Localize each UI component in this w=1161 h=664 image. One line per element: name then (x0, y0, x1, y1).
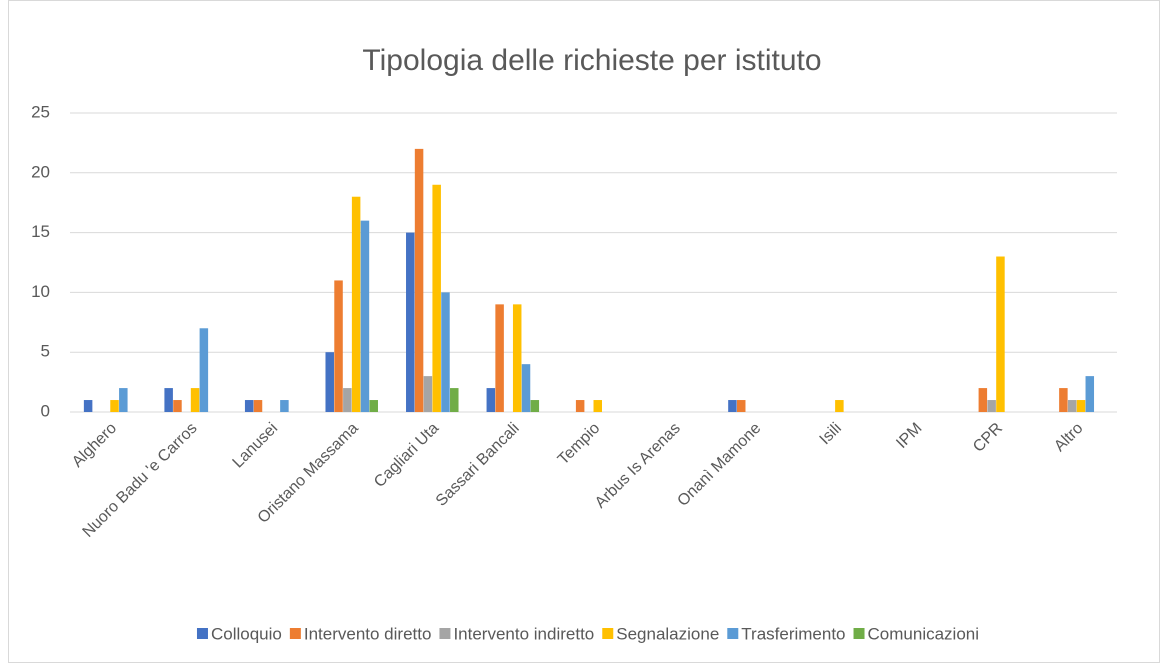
legend-swatch (727, 628, 739, 639)
bar (334, 280, 343, 412)
bar (996, 256, 1005, 412)
bar (325, 352, 334, 412)
bar (575, 400, 585, 412)
bar (280, 400, 289, 412)
chart-frame (8, 0, 1160, 663)
bar (736, 400, 746, 412)
legend-label: Comunicazioni (868, 624, 980, 643)
bar (164, 388, 173, 412)
bar (406, 232, 415, 412)
bar (1085, 376, 1095, 412)
bar (199, 328, 209, 412)
bar (360, 220, 370, 412)
bar (1059, 388, 1068, 412)
bar (978, 388, 988, 412)
bar (83, 400, 93, 412)
bar (190, 388, 200, 412)
y-tick-label: 0 (41, 401, 50, 420)
bar (728, 400, 737, 412)
legend-swatch (289, 628, 301, 639)
bar (119, 388, 128, 412)
y-tick-label: 25 (31, 102, 50, 121)
legend-label: Intervento diretto (304, 624, 432, 643)
legend-label: Segnalazione (616, 624, 719, 643)
y-tick-label: 10 (31, 282, 50, 301)
legend-label: Trasferimento (741, 624, 845, 643)
legend-label: Colloquio (211, 624, 282, 643)
bar (173, 400, 182, 412)
bar (835, 400, 844, 412)
bar (244, 400, 254, 412)
legend-label: Intervento indiretto (453, 624, 594, 643)
y-tick-label: 5 (41, 342, 50, 361)
bar (530, 400, 540, 412)
y-tick-label: 15 (31, 222, 50, 241)
legend-swatch (196, 628, 208, 639)
bar (593, 400, 602, 412)
bar (495, 304, 504, 412)
bar (423, 376, 433, 412)
bar (450, 388, 459, 412)
y-tick-label: 20 (31, 162, 50, 181)
legend-swatch (439, 628, 451, 639)
bar (110, 400, 119, 412)
bar (351, 196, 361, 412)
bar (486, 388, 496, 412)
legend-swatch (853, 628, 865, 639)
bar (512, 304, 522, 412)
bar (414, 148, 424, 412)
bar (369, 400, 378, 412)
bar (1076, 400, 1086, 412)
chart-title: Tipologia delle richieste per istituto (362, 44, 821, 77)
bar (343, 388, 352, 412)
bar (253, 400, 263, 412)
bar (441, 292, 450, 412)
bar (987, 400, 996, 412)
bar (521, 364, 531, 412)
legend-swatch (602, 628, 614, 639)
bar (1067, 400, 1077, 412)
bar (432, 184, 441, 412)
